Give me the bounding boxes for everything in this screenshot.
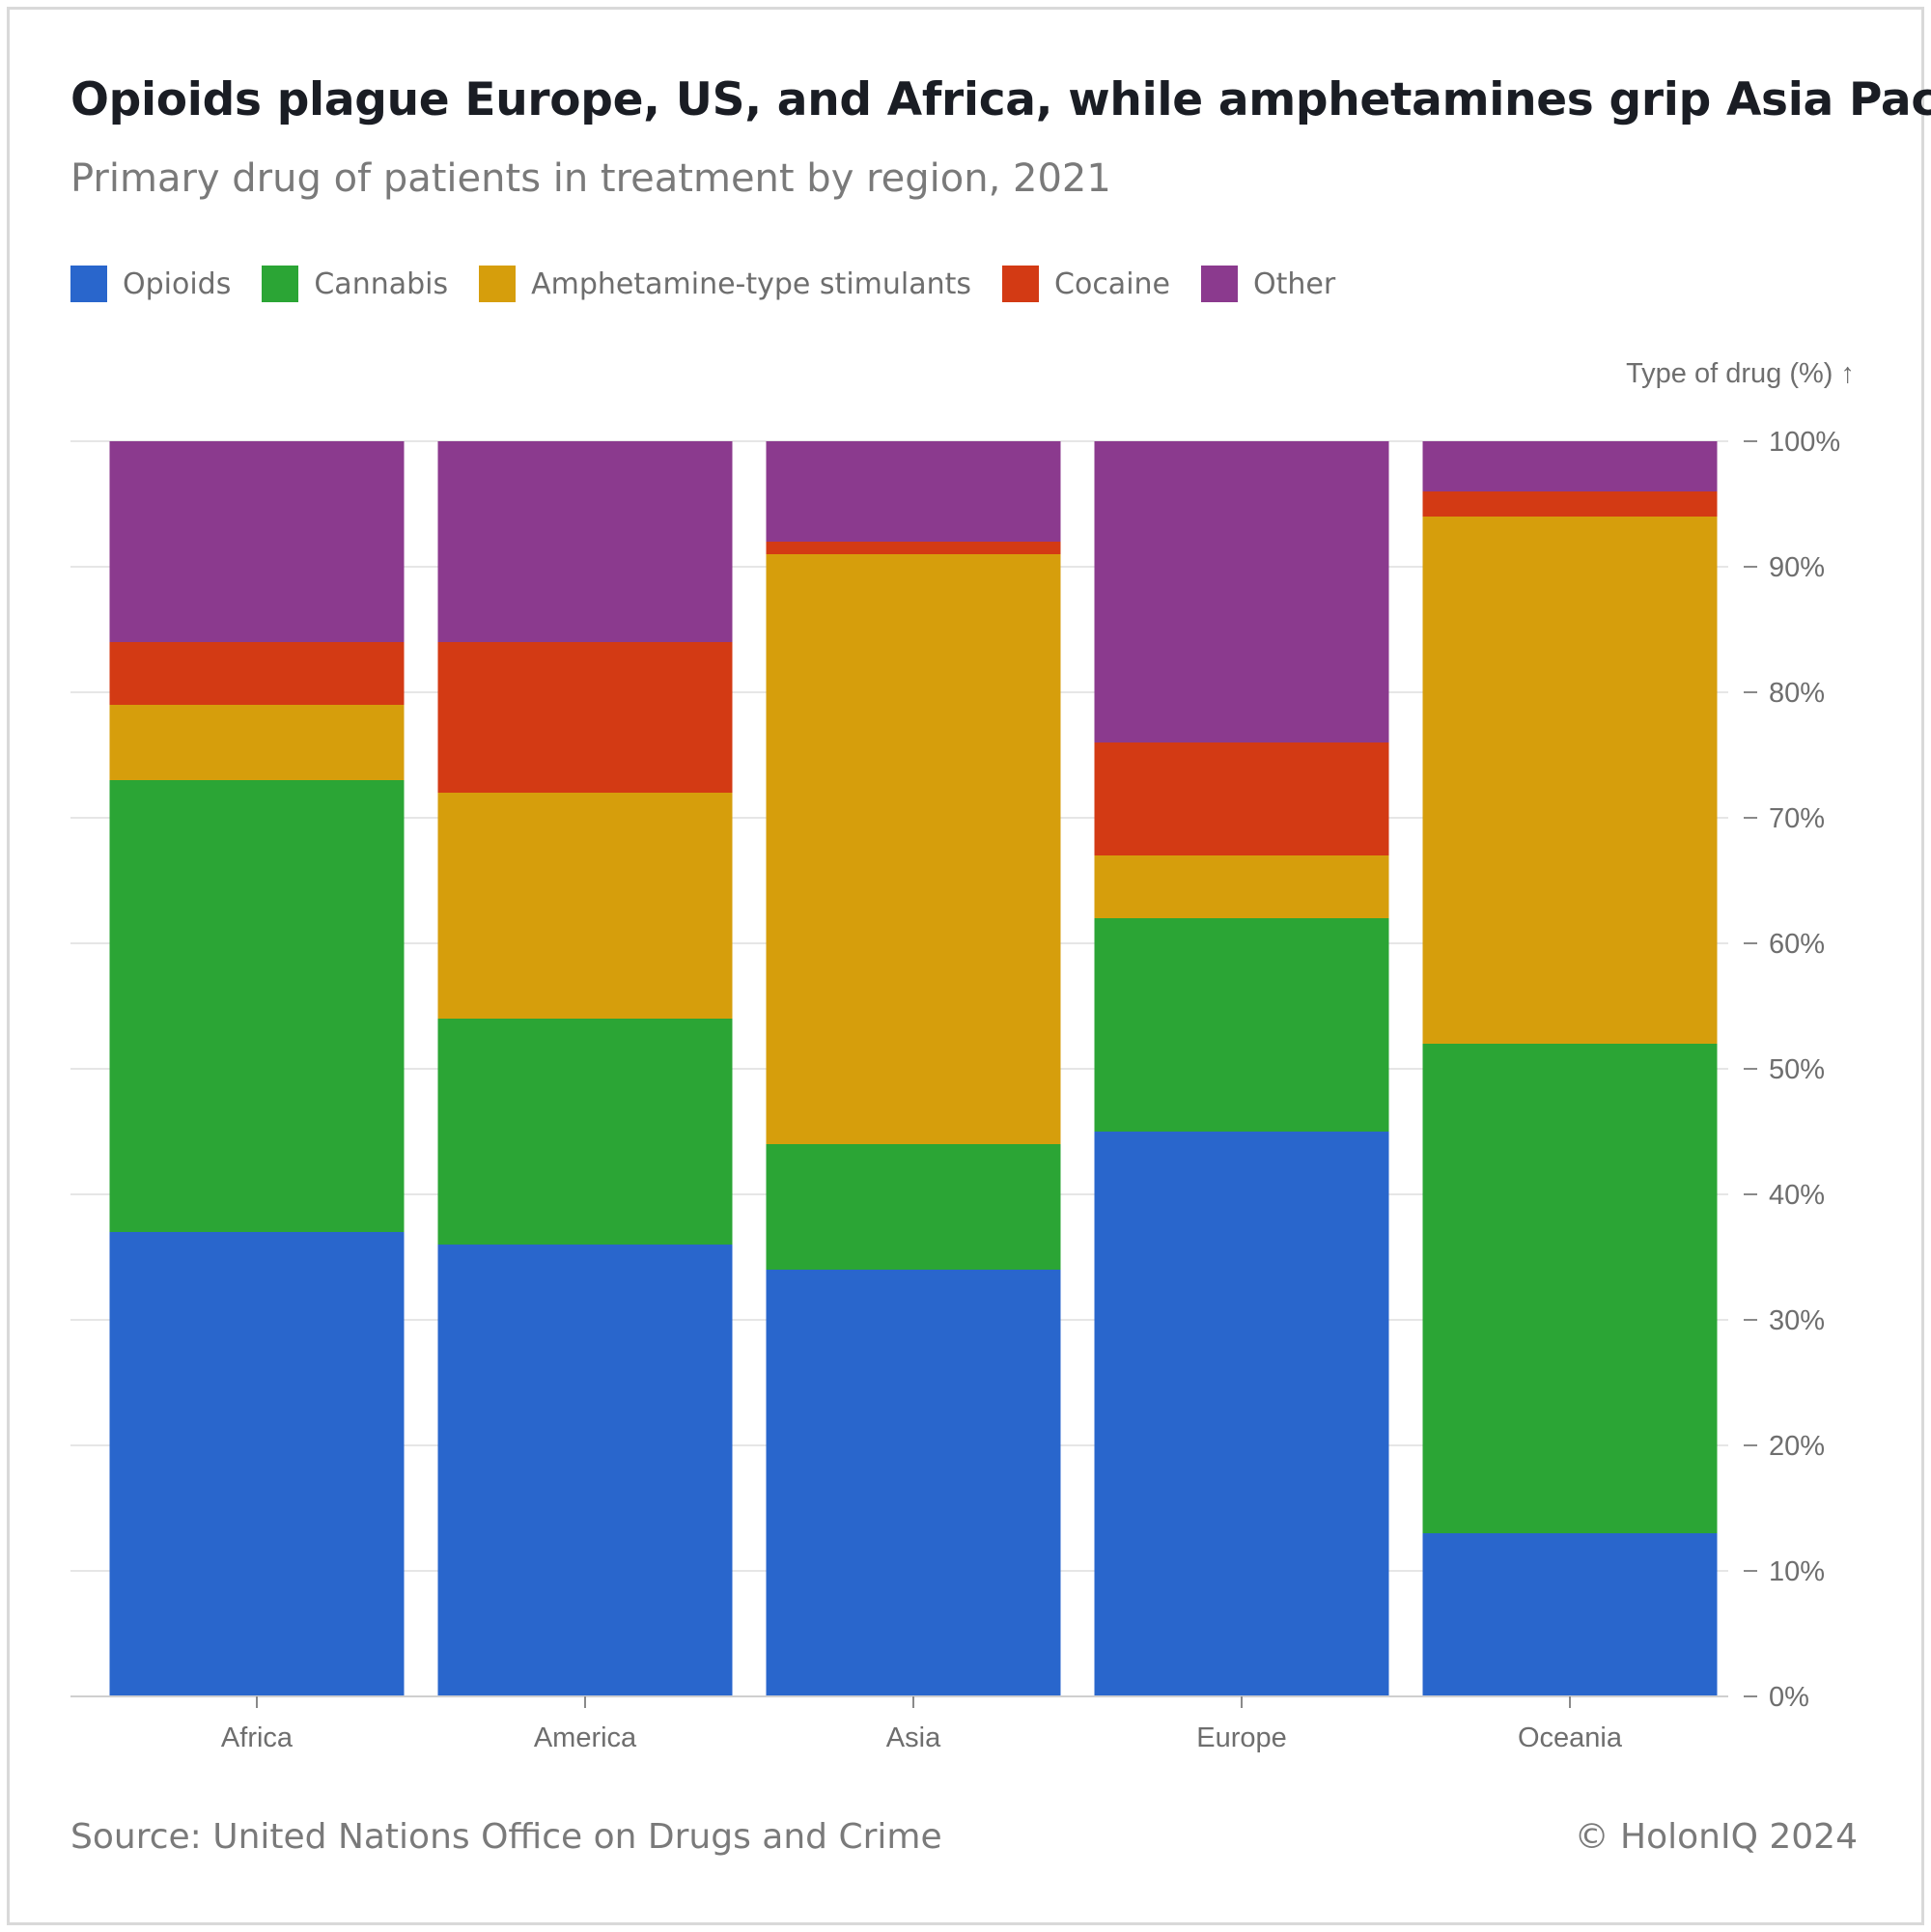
- bar-asia-cocaine: [766, 542, 1061, 554]
- y-tick-label: 40%: [1769, 1180, 1825, 1211]
- bar-oceania-amphetamine-type-stimulants: [1422, 517, 1718, 1044]
- legend-item-cocaine: Cocaine: [1002, 266, 1170, 302]
- legend-swatch: [70, 266, 107, 302]
- legend-item-opioids: Opioids: [70, 266, 231, 302]
- legend-swatch: [1002, 266, 1040, 302]
- legend-item-cannabis: Cannabis: [262, 266, 448, 302]
- y-tick-label: 0%: [1769, 1682, 1809, 1713]
- y-tick-label: 20%: [1769, 1431, 1825, 1462]
- bar-america-amphetamine-type-stimulants: [437, 793, 733, 1019]
- x-tick-label: Oceania: [1518, 1722, 1623, 1753]
- bar-america-cocaine: [437, 642, 733, 793]
- bar-america-other: [437, 441, 733, 642]
- legend-item-other: Other: [1201, 266, 1335, 302]
- source-note: Source: United Nations Office on Drugs a…: [70, 1817, 942, 1857]
- legend-item-amphetamine-type-stimulants: Amphetamine-type stimulants: [479, 266, 971, 302]
- legend-swatch: [1201, 266, 1239, 302]
- legend-label: Cocaine: [1054, 266, 1171, 301]
- y-axis-label: Type of drug (%) ↑: [1626, 358, 1855, 389]
- bar-africa-opioids: [109, 1232, 405, 1696]
- legend: Opioids Cannabis Amphetamine-type stimulan…: [70, 265, 1366, 303]
- bar-oceania-cocaine: [1422, 491, 1718, 517]
- y-tick-label: 100%: [1769, 427, 1840, 458]
- legend-swatch: [262, 266, 299, 302]
- bar-asia-opioids: [766, 1270, 1061, 1696]
- y-tick-label: 50%: [1769, 1054, 1825, 1085]
- legend-label: Amphetamine-type stimulants: [531, 266, 972, 301]
- y-tick-label: 80%: [1769, 678, 1825, 709]
- bar-oceania-other: [1422, 441, 1718, 491]
- bar-asia-other: [766, 441, 1061, 542]
- bar-europe-amphetamine-type-stimulants: [1094, 855, 1389, 918]
- bar-africa-other: [109, 441, 405, 642]
- y-tick-label: 60%: [1769, 929, 1825, 960]
- x-tick-label: Europe: [1196, 1722, 1287, 1753]
- bar-europe-cannabis: [1094, 918, 1389, 1132]
- bar-europe-other: [1094, 441, 1389, 742]
- x-tick-label: America: [534, 1722, 637, 1753]
- bar-europe-opioids: [1094, 1132, 1389, 1696]
- chart-subtitle: Primary drug of patients in treatment by…: [70, 156, 1111, 201]
- y-tick-label: 30%: [1769, 1305, 1825, 1336]
- chart-title: Opioids plague Europe, US, and Africa, w…: [70, 73, 1931, 126]
- legend-swatch: [479, 266, 517, 302]
- bar-africa-amphetamine-type-stimulants: [109, 705, 405, 780]
- y-tick-label: 10%: [1769, 1556, 1825, 1587]
- bar-asia-cannabis: [766, 1144, 1061, 1270]
- x-tick-label: Africa: [221, 1722, 294, 1753]
- copyright-note: © HolonIQ 2024: [1574, 1817, 1858, 1857]
- y-tick-label: 70%: [1769, 803, 1825, 834]
- x-tick-label: Asia: [886, 1722, 941, 1753]
- bar-africa-cannabis: [109, 780, 405, 1232]
- bar-oceania-opioids: [1422, 1533, 1718, 1696]
- legend-label: Cannabis: [314, 266, 449, 301]
- bar-asia-amphetamine-type-stimulants: [766, 554, 1061, 1144]
- bar-africa-cocaine: [109, 642, 405, 705]
- bar-america-opioids: [437, 1245, 733, 1696]
- bar-europe-cocaine: [1094, 742, 1389, 855]
- bar-america-cannabis: [437, 1019, 733, 1245]
- legend-label: Other: [1253, 266, 1336, 301]
- bar-oceania-cannabis: [1422, 1044, 1718, 1533]
- legend-label: Opioids: [123, 266, 232, 301]
- y-tick-label: 90%: [1769, 552, 1825, 583]
